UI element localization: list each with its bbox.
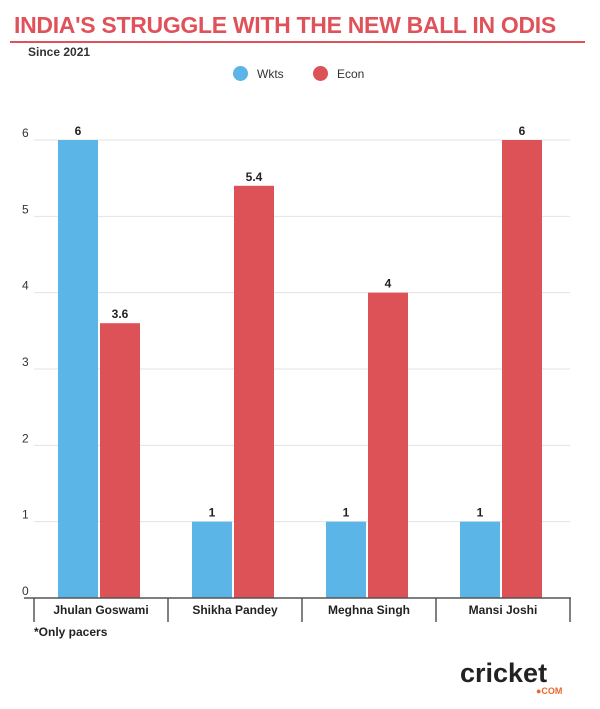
data-label: 1 [343, 506, 350, 520]
legend-item-wkts: Wkts [233, 66, 284, 81]
logo-wordmark: cricket [460, 658, 547, 688]
data-label: 6 [75, 124, 82, 138]
chart-title: INDIA'S STRUGGLE WITH THE NEW BALL IN OD… [14, 12, 556, 38]
x-tick-label: Mansi Joshi [469, 603, 538, 617]
legend-item-econ: Econ [313, 66, 364, 81]
data-label: 1 [477, 506, 484, 520]
bar-wkts [460, 521, 500, 598]
bar-econ [100, 323, 140, 598]
legend-swatch-econ [313, 66, 328, 81]
bar-econ [502, 140, 542, 598]
bar-wkts [192, 521, 232, 598]
y-tick-label: 2 [22, 431, 29, 445]
x-tick-label: Jhulan Goswami [53, 603, 148, 617]
y-tick-label: 5 [22, 202, 29, 216]
bar-econ [368, 292, 408, 598]
y-tick-label: 4 [22, 279, 29, 293]
bar-econ [234, 185, 274, 599]
data-label: 3.6 [112, 307, 129, 321]
bar-wkts [326, 521, 366, 598]
y-tick-label: 3 [22, 355, 29, 369]
x-tick-label: Shikha Pandey [192, 603, 278, 617]
cricket-com-logo: cricket ●COM [460, 658, 562, 696]
bar-wkts [58, 140, 98, 598]
legend-swatch-wkts [233, 66, 248, 81]
logo-suffix: ●COM [536, 686, 562, 696]
y-tick-label: 0 [22, 584, 29, 598]
chart-subtitle: Since 2021 [28, 45, 91, 59]
legend: Wkts Econ [0, 66, 600, 86]
y-tick-label: 6 [22, 126, 29, 140]
data-label: 5.4 [246, 170, 263, 184]
title-underline [10, 41, 585, 43]
data-label: 4 [385, 277, 392, 291]
legend-label-wkts: Wkts [257, 66, 284, 81]
y-tick-label: 1 [22, 508, 29, 522]
legend-label-econ: Econ [337, 66, 365, 81]
data-label: 1 [209, 506, 216, 520]
data-label: 6 [519, 124, 526, 138]
footnote: *Only pacers [34, 625, 108, 639]
x-tick-label: Meghna Singh [328, 603, 410, 617]
